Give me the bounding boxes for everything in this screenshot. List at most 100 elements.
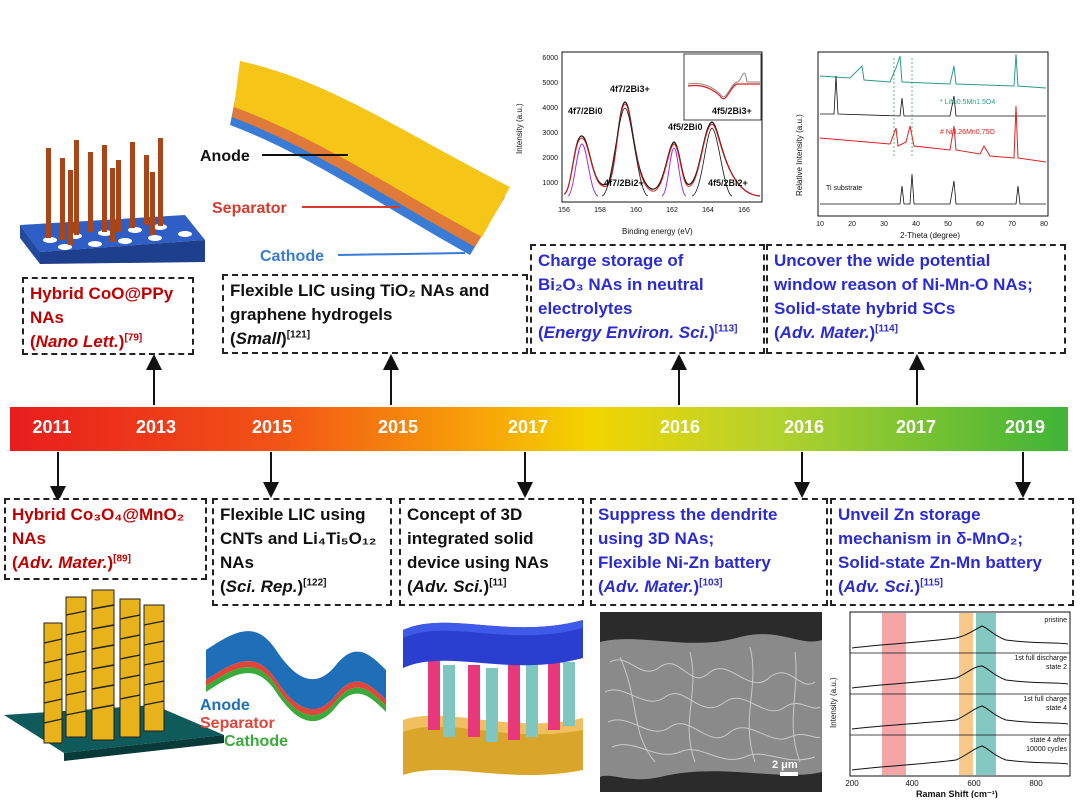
journal-name: Energy Environ. Sci.: [543, 323, 709, 342]
year-label: 2017: [895, 417, 937, 437]
xps-ytick: 4000: [542, 105, 558, 112]
sem-scale-bar-label: 2 μm: [772, 759, 798, 771]
box-line: Flexible LIC using TiO₂ NAs and: [230, 281, 490, 300]
raman-xtick: 800: [1029, 779, 1043, 788]
milestone-box-3d-solid: Concept of 3D integrated solid device us…: [399, 498, 584, 606]
journal-name: Small: [235, 329, 282, 348]
raman-trace-label: pristine: [1044, 617, 1067, 624]
journal-name: Sci. Rep.: [225, 577, 298, 596]
milestone-box-tio2-lic: Flexible LIC using TiO₂ NAs and graphene…: [222, 274, 528, 354]
xps-peak-label: 4f5/2Bi3+: [712, 106, 752, 116]
raman-xtick: 600: [967, 779, 981, 788]
journal-name: Adv. Mater.: [603, 577, 694, 596]
xps-ytick: 5000: [542, 80, 558, 87]
xrd-legend-spinel: * LiNi0.5Mn1.5O4: [940, 99, 995, 106]
milestone-box-zn-mn: Unveil Zn storage mechanism in δ-MnO₂; S…: [830, 498, 1074, 606]
xps-peak-label: 4f5/2Bi0: [668, 122, 703, 132]
year-label: 2013: [135, 417, 177, 437]
journal-name: Adv. Sci.: [843, 577, 915, 596]
raman-trace-label: 1st full discharge: [1014, 655, 1067, 662]
box-line: Solid-state Zn-Mn battery: [838, 553, 1043, 572]
ref-number: [121]: [286, 329, 311, 341]
box-line: Suppress the dendrite: [598, 505, 778, 524]
cathode-label: Cathode: [260, 248, 324, 265]
anode-label: Anode: [200, 148, 250, 165]
anode-label: Anode: [200, 697, 250, 714]
raman-trace-label: 1st full charge: [1023, 696, 1067, 703]
year-label: 2017: [507, 417, 549, 437]
ref-number: [89]: [113, 553, 131, 565]
box-line: Bi₂O₃ NAs in neutral: [538, 275, 704, 294]
box-line: Concept of 3D: [407, 505, 523, 524]
xrd-xtick: 40: [912, 221, 920, 228]
box-line: electrolytes: [538, 299, 633, 318]
box-line: graphene hydrogels: [230, 305, 393, 324]
xrd-pattern-chart: Relative Intensity (a.u.) 2-Theta (degre…: [795, 51, 1049, 240]
box-line: Hybrid Co₃O₄@MnO₂: [12, 505, 185, 524]
journal-name: Nano Lett.: [35, 332, 119, 351]
xrd-legend-rocksalt: # Ni0.26Mn0.75O: [940, 129, 995, 136]
xrd-xtick: 70: [1008, 221, 1016, 228]
xrd-substrate-label: Ti substrate: [826, 185, 862, 192]
separator-label: Separator: [200, 715, 275, 732]
xrd-ylabel: Relative Intensity (a.u.): [795, 114, 804, 196]
box-line: window reason of Ni-Mn-O NAs;: [774, 275, 1033, 294]
raman-spectrum-chart: Intensity (a.u.) pristine 1st full disch…: [829, 611, 1071, 798]
milestone-box-cnt-lic: Flexible LIC using CNTs and Li₄Ti₅O₁₂ NA…: [212, 498, 392, 606]
separator-label: Separator: [212, 200, 287, 217]
milestone-box-bi2o3: Charge storage of Bi₂O₃ NAs in neutral e…: [530, 244, 765, 354]
box-line: Charge storage of: [538, 251, 684, 270]
xrd-xtick: 20: [848, 221, 856, 228]
xps-xlabel: Binding energy (eV): [622, 227, 693, 236]
xps-peak-label: 4f7/2Bi2+: [604, 178, 644, 188]
sem-micrograph: 2 μm: [600, 612, 822, 792]
flexible-lic-layers-illustration: Anode Separator Cathode: [200, 61, 510, 265]
ref-number: [114]: [875, 323, 898, 335]
year-label: 2015: [377, 417, 419, 437]
box-line: Hybrid CoO@PPy: [30, 284, 174, 303]
box-line: Unveil Zn storage: [838, 505, 981, 524]
xps-ytick: 1000: [542, 180, 558, 187]
milestone-box-ni-mn-o: Uncover the wide potential window reason…: [766, 244, 1066, 354]
box-line: using 3D NAs;: [598, 529, 715, 548]
timeline-bar: [10, 407, 1068, 451]
xrd-xtick: 30: [880, 221, 888, 228]
milestone-box-ni-zn: Suppress the dendrite using 3D NAs; Flex…: [590, 498, 828, 606]
journal-name: Adv. Mater.: [779, 323, 870, 342]
raman-xtick: 400: [905, 779, 919, 788]
ref-number: [122]: [303, 577, 327, 589]
box-line: Flexible Ni-Zn battery: [598, 553, 771, 572]
box-line: mechanism in δ-MnO₂;: [838, 529, 1024, 548]
xps-ytick: 3000: [542, 130, 558, 137]
raman-trace-label: 10000 cycles: [1026, 746, 1067, 753]
box-line: device using NAs: [407, 553, 549, 572]
journal-name: Adv. Mater.: [17, 553, 108, 572]
box-line: integrated solid: [407, 529, 534, 548]
ref-number: [11]: [489, 577, 507, 589]
box-line: NAs: [30, 308, 65, 327]
year-label: 2016: [659, 417, 701, 437]
xrd-xtick: 10: [816, 221, 824, 228]
box-line: NAs: [220, 553, 255, 572]
ref-number: [79]: [124, 332, 143, 344]
ref-number: [103]: [699, 577, 723, 589]
xrd-xtick: 60: [976, 221, 984, 228]
xps-peak-label: 4f5/2Bi2+: [708, 178, 748, 188]
xps-ylabel: Intensity (a.u.): [515, 103, 524, 154]
milestone-box-co3o4-mno2: Hybrid Co₃O₄@MnO₂ NAs (Adv. Mater.)[89]: [4, 498, 207, 580]
xps-xtick: 160: [630, 207, 642, 214]
xps-xtick: 164: [702, 207, 714, 214]
xps-xtick: 162: [666, 207, 678, 214]
xps-ytick: 6000: [542, 55, 558, 62]
year-label: 2015: [251, 417, 293, 437]
year-label: 2016: [783, 417, 825, 437]
box-line: Uncover the wide potential: [774, 251, 991, 270]
year-label: 2011: [32, 417, 72, 437]
xps-peak-label: 4f7/2Bi0: [568, 106, 603, 116]
box-line: NAs: [12, 529, 47, 548]
xrd-xtick: 50: [944, 221, 952, 228]
raman-trace-label: state 2: [1046, 664, 1067, 671]
xrd-xlabel: 2-Theta (degree): [900, 231, 960, 240]
box-line: CNTs and Li₄Ti₅O₁₂: [220, 529, 377, 548]
